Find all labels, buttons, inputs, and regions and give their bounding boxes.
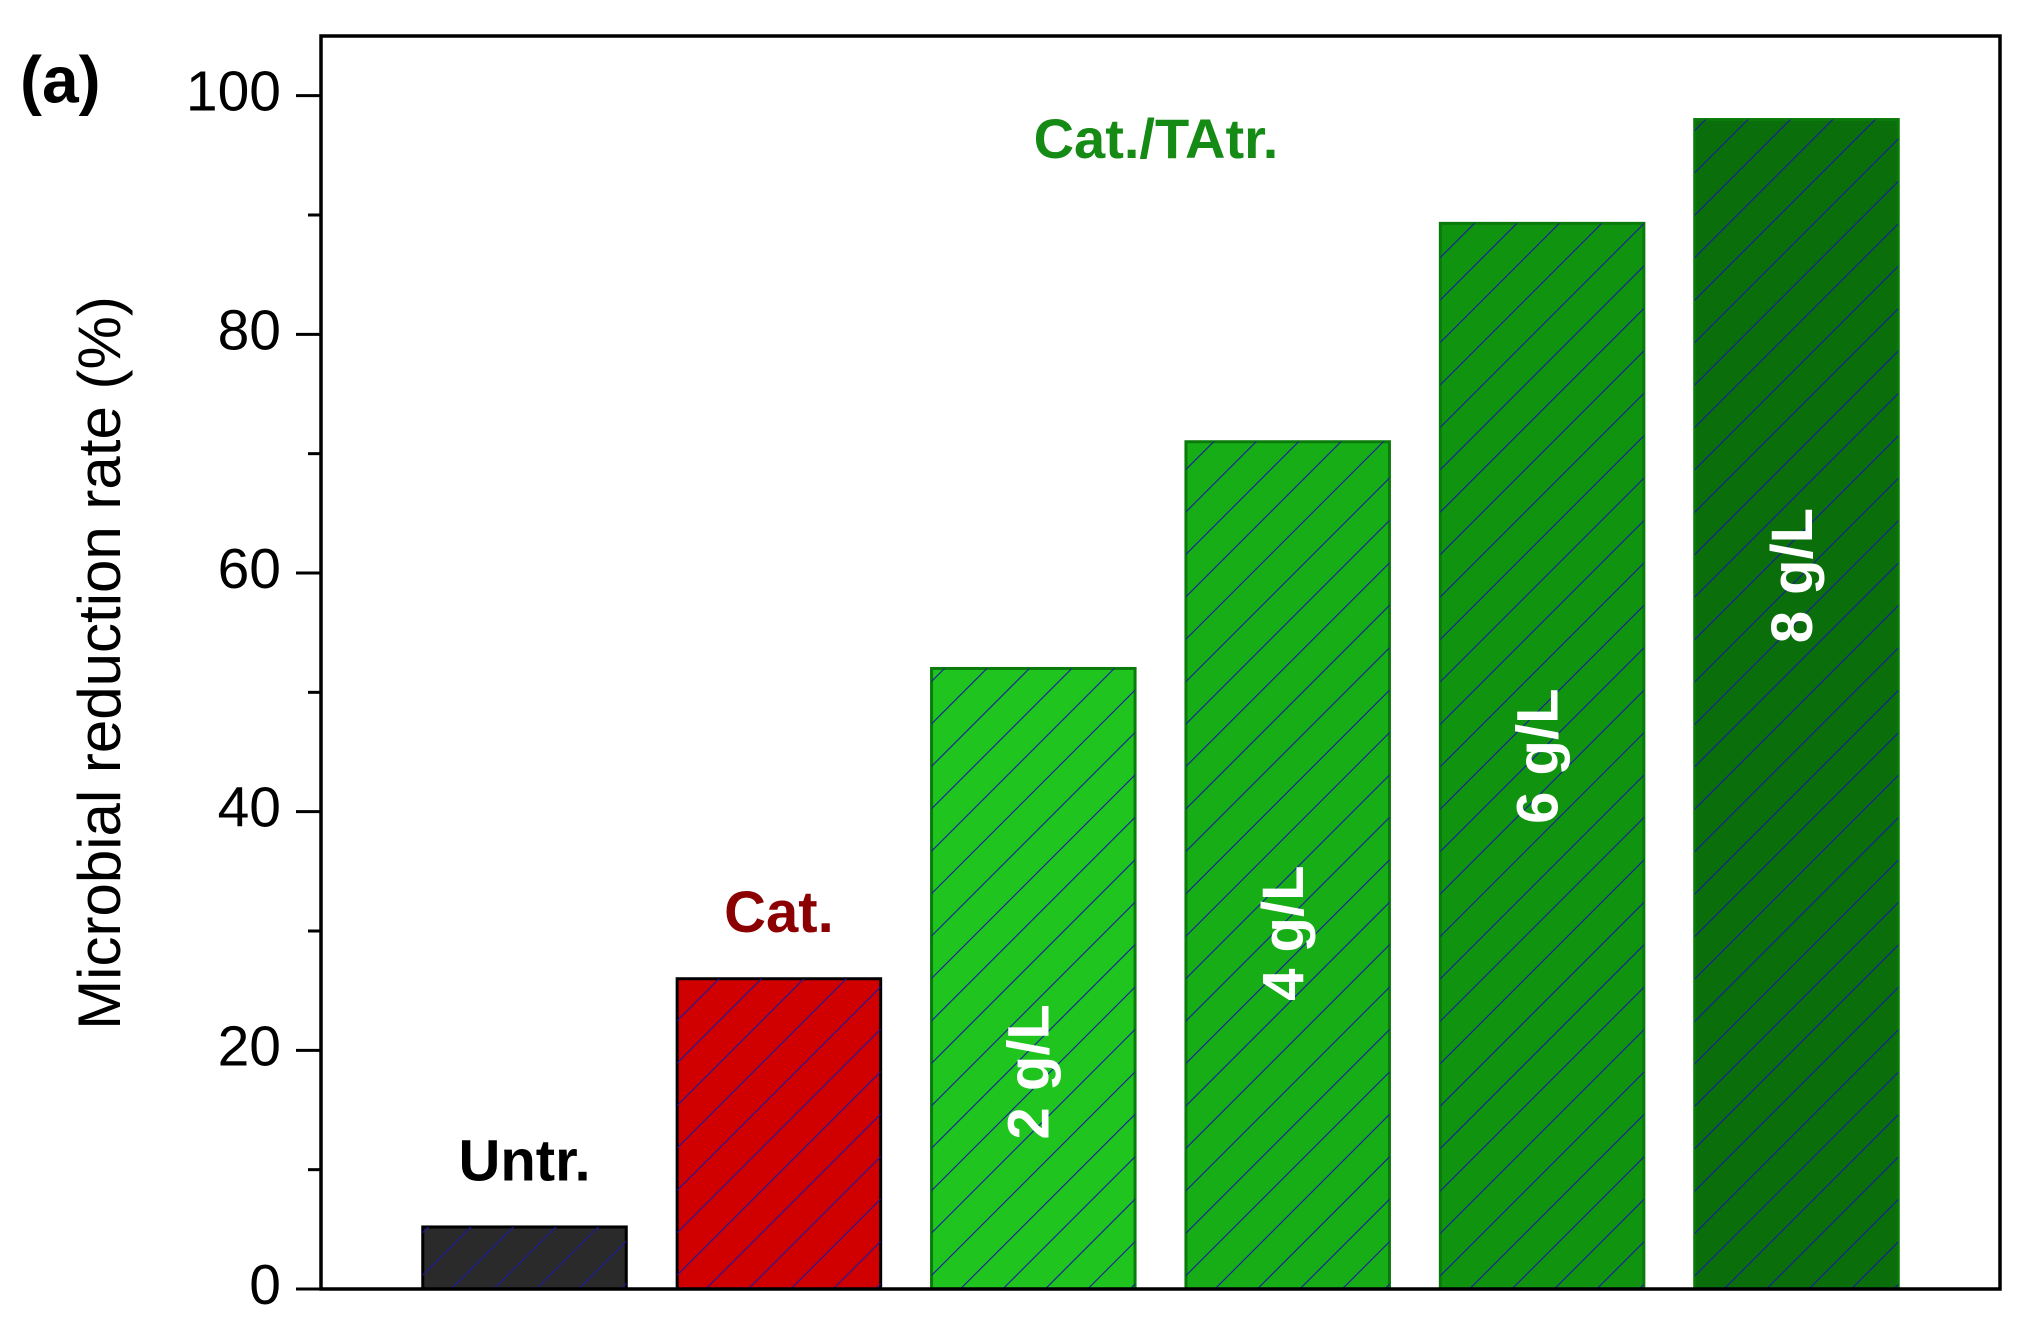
y-tick-label: 20 — [218, 1014, 281, 1078]
bar-label: 6 g/L — [1505, 689, 1570, 824]
panel-label: (a) — [20, 42, 101, 116]
plot-frame — [319, 34, 2002, 1291]
y-tick-label: 100 — [186, 60, 281, 124]
bar-hatch — [931, 668, 1136, 1289]
bar-hatch — [422, 1226, 627, 1289]
bar-label: 2 g/L — [997, 1004, 1062, 1139]
bar-hatch — [1185, 441, 1390, 1289]
y-tick-label: 60 — [218, 537, 281, 601]
bar-label: 4 g/L — [1251, 865, 1316, 1000]
bar-label: 8 g/L — [1760, 508, 1825, 643]
bar-label: Cat. — [724, 880, 834, 945]
y-tick-label: 80 — [218, 298, 281, 362]
bar-hatch — [1694, 119, 1899, 1290]
bar-hatch — [677, 978, 881, 1289]
bar-label: Untr. — [458, 1128, 590, 1193]
group-label: Cat./TAtr. — [1034, 107, 1279, 170]
y-tick-label: 40 — [218, 776, 281, 840]
y-tick-label: 0 — [249, 1253, 281, 1317]
y-axis-title: Microbial reduction rate (%) — [66, 296, 133, 1030]
bar-hatch — [1440, 223, 1644, 1290]
